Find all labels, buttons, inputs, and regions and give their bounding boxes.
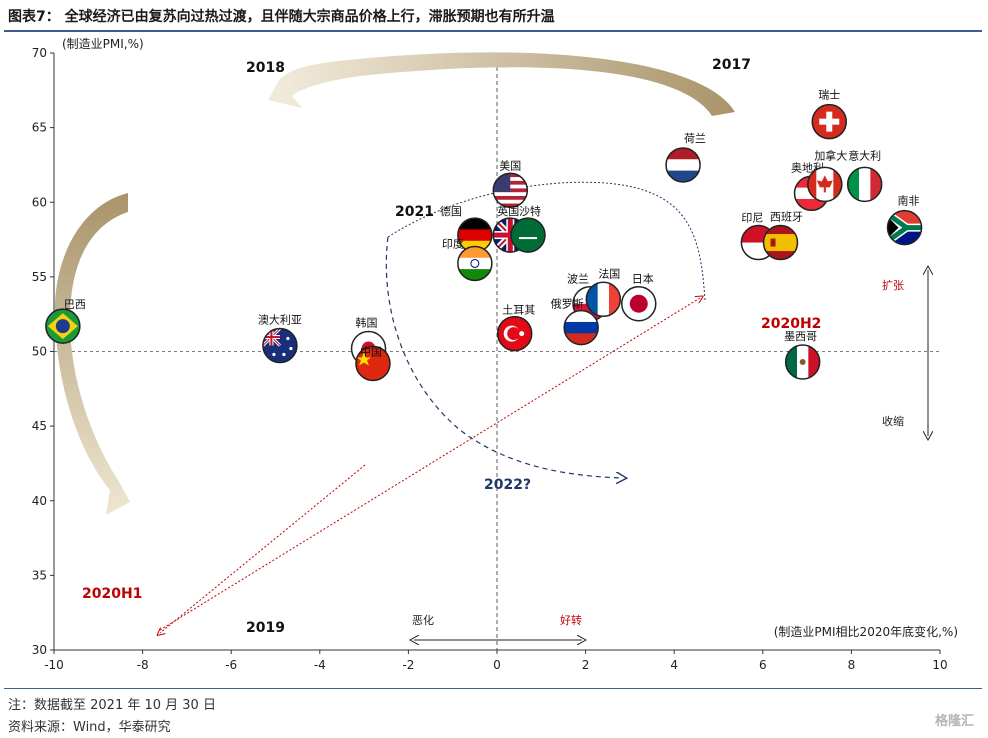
x-tick-label: 10 xyxy=(932,658,947,672)
label-2018: 2018 xyxy=(246,60,285,76)
point-label: 美国 xyxy=(499,159,521,172)
annotations: 2018 2017 2019 2021 2022? 2020H1 2020H2 … xyxy=(82,57,904,636)
x-axis-title: (制造业PMI相比2020年底变化,%) xyxy=(774,624,958,639)
footer-rule xyxy=(4,688,982,689)
y-tick-label: 65 xyxy=(32,121,47,135)
label-2022: 2022? xyxy=(484,477,531,493)
point-label: 加拿大 xyxy=(814,148,847,162)
label-worse: 恶化 xyxy=(412,613,434,627)
y-tick-label: 40 xyxy=(32,494,47,508)
axes: 30 35 40 45 50 55 60 65 70 -10 -8 -6 -4 -2 0 2 4 6 8 10 xyxy=(32,46,948,672)
arrow-2017-to-2018 xyxy=(268,52,735,116)
y-tick-label: 30 xyxy=(32,643,47,657)
data-point-usa: 美国 xyxy=(492,159,529,209)
label-better: 好转 xyxy=(560,613,582,627)
data-point-russia: 俄罗斯 xyxy=(551,298,599,346)
red-arrow-to-h1 xyxy=(160,464,366,633)
point-label: 印度 xyxy=(442,236,464,250)
blue-trajectory-2022 xyxy=(385,236,622,478)
x-tick-label: -8 xyxy=(137,658,149,672)
arrow-2018-to-2019 xyxy=(54,193,130,515)
label-contract: 收缩 xyxy=(882,414,904,428)
y-tick-label: 55 xyxy=(32,270,47,284)
y-tick-label: 50 xyxy=(32,345,47,359)
x-tick-label: -10 xyxy=(44,658,64,672)
watermark-logo: 格隆汇 xyxy=(934,714,974,729)
point-label: 西班牙 xyxy=(770,211,803,224)
cycle-arrows xyxy=(54,52,735,515)
point-label: 英国 xyxy=(497,204,519,218)
point-label: 墨西哥 xyxy=(784,330,817,343)
x-tick-label: 4 xyxy=(670,658,678,672)
data-point-italy: 意大利 xyxy=(846,148,883,203)
x-tick-label: 2 xyxy=(582,658,590,672)
data-point-spain: 西班牙 xyxy=(762,211,803,261)
point-label: 土耳其 xyxy=(502,304,535,317)
point-label: 沙特 xyxy=(519,204,541,218)
point-label: 韩国 xyxy=(356,316,378,330)
data-point-southafrica: 南非 xyxy=(886,195,923,246)
data-point-australia: 澳大利亚 xyxy=(258,313,302,364)
data-point-canada: 加拿大 xyxy=(807,148,847,203)
blue-trajectory-2021 xyxy=(387,181,706,301)
data-point-india: 印度 xyxy=(442,236,493,282)
label-2021: 2021 xyxy=(395,204,434,220)
label-2017: 2017 xyxy=(712,57,751,73)
point-label: 意大利 xyxy=(848,148,881,162)
data-point-france: 法国 xyxy=(585,266,622,318)
label-2020h1: 2020H1 xyxy=(82,586,142,602)
point-label: 巴西 xyxy=(64,298,86,311)
x-tick-label: 8 xyxy=(848,658,856,672)
point-label: 南非 xyxy=(898,195,920,208)
data-point-japan: 日本 xyxy=(621,272,657,322)
red-arrow-to-h2 xyxy=(159,298,700,631)
x-tick-label: -2 xyxy=(402,658,414,672)
data-point-mexico: 墨西哥 xyxy=(784,330,821,380)
x-tick-label: -6 xyxy=(225,658,237,672)
point-label: 波兰 xyxy=(567,273,589,286)
point-label: 印尼 xyxy=(741,212,763,225)
data-point-brazil: 巴西 xyxy=(45,298,86,344)
data-point-china: 中国 xyxy=(355,345,391,382)
x-tick-label: 0 xyxy=(493,658,501,672)
title-rule xyxy=(4,30,982,32)
label-2019: 2019 xyxy=(246,620,285,636)
point-label: 德国 xyxy=(440,204,462,218)
y-tick-label: 35 xyxy=(32,568,47,582)
x-tick-label: 6 xyxy=(759,658,767,672)
data-point-switzerland: 瑞士 xyxy=(811,88,847,140)
y-ticks: 30 35 40 45 50 55 60 65 70 xyxy=(32,46,54,657)
x-ticks: -10 -8 -6 -4 -2 0 2 4 6 8 10 xyxy=(44,650,948,672)
point-label: 澳大利亚 xyxy=(258,313,302,327)
data-point-turkey: 土耳其 xyxy=(496,304,535,352)
footnote: 注：数据截至 2021 年 10 月 30 日 xyxy=(8,698,216,713)
data-point-netherlands: 荷兰 xyxy=(665,132,706,183)
point-label: 法国 xyxy=(598,266,620,280)
point-label: 中国 xyxy=(360,345,382,358)
x-tick-label: -4 xyxy=(314,658,326,672)
source-note: 资料来源：Wind，华泰研究 xyxy=(8,720,171,735)
label-2020h2: 2020H2 xyxy=(761,316,821,332)
y-tick-label: 70 xyxy=(32,46,47,60)
data-point-saudi: 沙特 xyxy=(510,204,546,253)
point-label: 俄罗斯 xyxy=(551,298,584,311)
chart-title: 图表7： 全球经济已由复苏向过热过渡，且伴随大宗商品价格上行，滞胀预期也有所升温 xyxy=(8,9,555,25)
point-label: 瑞士 xyxy=(818,88,840,102)
y-tick-label: 60 xyxy=(32,195,47,209)
y-tick-label: 45 xyxy=(32,419,47,433)
label-expand: 扩张 xyxy=(882,278,904,292)
point-label: 日本 xyxy=(632,272,654,286)
point-label: 荷兰 xyxy=(684,132,706,145)
y-axis-title: (制造业PMI,%) xyxy=(62,37,144,51)
scatter-chart: 30 35 40 45 50 55 60 65 70 -10 -8 -6 -4 -2 0 2 4 6 8 10 (制… xyxy=(32,37,958,672)
